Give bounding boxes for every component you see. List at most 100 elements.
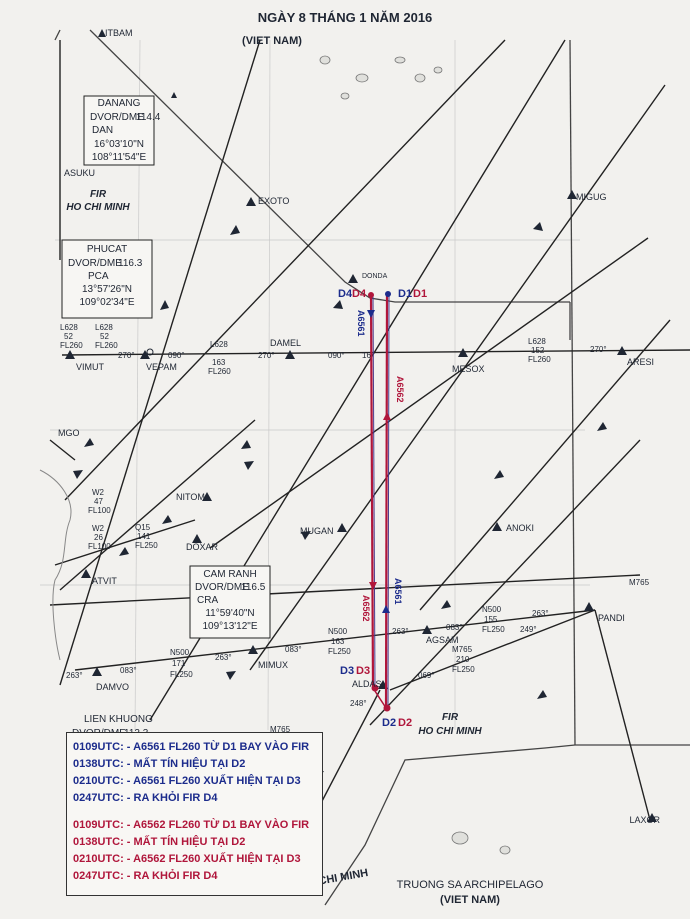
route-m765-b: M765 (452, 645, 473, 654)
vepam-marker (140, 350, 150, 359)
camranh-lon: 109°13'12"E (202, 621, 257, 632)
legend-blue-line-3: 0210UTC: - A6561 FL260 XUẤT HIỆN TẠI D3 (73, 775, 301, 787)
d3-label-red: D3 (356, 665, 370, 677)
exoto-marker (246, 197, 256, 206)
phucat-name: PHUCAT (87, 244, 127, 255)
damvo-marker (92, 667, 102, 676)
pandi-label: PANDI (598, 613, 625, 623)
vepam-navaid-icon (146, 348, 154, 356)
route-l628-a: L628 (60, 323, 78, 332)
camranh-box (189, 565, 271, 639)
flight-label-blue-north: A6561 (356, 310, 366, 337)
bearing-248: 248° (350, 699, 367, 708)
route-q15: Q15 (135, 523, 151, 532)
fl250-b: FL250 (170, 670, 193, 679)
laxor-marker (647, 813, 657, 822)
archipelago-label: TRUONG SA ARCHIPELAGO (397, 879, 544, 891)
camranh-ident: CRA (197, 595, 218, 606)
d1-dot (385, 291, 391, 297)
nitom-label: NITOM (176, 492, 205, 502)
itbam-marker (98, 29, 106, 37)
danang-freq: 114.4 (136, 112, 161, 123)
direction-arrows (73, 222, 607, 780)
damel-marker (285, 350, 295, 359)
anoki-label: ANOKI (506, 523, 534, 533)
dist-141: 141 (137, 532, 151, 541)
bearing-270-c: 270° (590, 345, 607, 354)
dist-47: 47 (94, 497, 103, 506)
vimut-label: VIMUT (76, 362, 105, 372)
phucat-box (61, 239, 153, 319)
flight-label-red-south: A6562 (361, 595, 371, 622)
bearing-270-b: 270° (258, 351, 275, 360)
d2-label-red: D2 (398, 717, 412, 729)
bearing-083-a: 083° (120, 666, 137, 675)
legend-blue-line-1: 0109UTC: - A6561 FL260 TỪ D1 BAY VÀO FIR (73, 741, 310, 753)
red-arrow-south (369, 582, 377, 590)
chart-title: NGÀY 8 THÁNG 1 NĂM 2016 (258, 10, 433, 25)
phucat-type: DVOR/DME (68, 258, 122, 269)
legend-red-line-2: 0138UTC: - MẤT TÍN HIỆU TẠI D2 (73, 836, 246, 848)
d3-dot (371, 684, 379, 692)
camranh-name: CAM RANH (203, 569, 256, 580)
itbam-label: ITBAM (105, 28, 133, 38)
atvit-label: ATVIT (92, 576, 117, 586)
bearing-249: 249° (520, 625, 537, 634)
fl250-e: FL250 (452, 665, 475, 674)
camranh-lat: 11°59'40"N (205, 608, 254, 619)
blue-track-east (387, 293, 390, 709)
bearing-263-b: 263° (66, 671, 83, 680)
doxar-label: DOXAR (186, 542, 219, 552)
dist-163: 163 (212, 358, 226, 367)
dist-152: 152 (531, 346, 545, 355)
route-l628-b: L628 (95, 323, 113, 332)
pandi-marker (584, 602, 594, 611)
phucat-freq: 116.3 (118, 258, 143, 269)
bearing-263-d: 263° (532, 609, 549, 618)
dist-52-b: 52 (100, 332, 109, 341)
damvo-label: DAMVO (96, 682, 129, 692)
dist-163-b: 163 (331, 637, 345, 646)
danang-type: DVOR/DME (90, 112, 144, 123)
bearing-090-b: 090° (328, 351, 345, 360)
country-label-top: (VIET NAM) (242, 35, 302, 47)
route-l628-d: L628 (528, 337, 546, 346)
flight-label-blue-south: A6561 (393, 578, 403, 605)
bearing-083-c: 083° (446, 623, 463, 632)
migug-label: MIGUG (576, 192, 607, 202)
doxar-marker (192, 534, 202, 543)
mugan-label: MUGAN (300, 526, 334, 536)
route-m765-a: M765 (629, 578, 650, 587)
donda-label: DONDA (362, 273, 388, 280)
mesox-label: MESOX (452, 364, 485, 374)
fl100-b: FL100 (88, 542, 111, 551)
d1-label-red: D1 (413, 288, 427, 300)
fl100-a: FL100 (88, 506, 111, 515)
danang-ident: DAN (92, 125, 113, 136)
dist-52-a: 52 (64, 332, 73, 341)
laxor-label: LAXOR (629, 815, 660, 825)
fir-name-south: HO CHI MINH (418, 726, 482, 737)
route-n500-b: N500 (328, 627, 348, 636)
country-label-bottom: (VIET NAM) (440, 894, 500, 906)
dist-210: 210 (456, 655, 470, 664)
event-legend: 0109UTC: - A6561 FL260 TỪ D1 BAY VÀO FIR… (66, 732, 323, 896)
blue-track-west (372, 295, 376, 689)
dist-16: 16 (362, 351, 371, 360)
vepam-label: VEPAM (146, 362, 177, 372)
agsam-marker (422, 625, 432, 634)
phucat-ident: PCA (88, 271, 109, 282)
camranh-type: DVOR/DME (195, 582, 249, 593)
fl260-d: FL260 (528, 355, 551, 364)
mesox-marker (458, 348, 468, 357)
fir-label-north: FIR (90, 189, 107, 200)
islands (319, 55, 511, 855)
route-m765-c: M765 (270, 725, 291, 734)
route-w2-b: W2 (92, 524, 105, 533)
d3-label-blue: D3 (340, 665, 354, 677)
bearing-090-a: 090° (168, 351, 185, 360)
lienkhuong-name: LIEN KHUONG (84, 714, 153, 725)
mimux-marker (248, 645, 258, 654)
anoki-marker (492, 522, 502, 531)
